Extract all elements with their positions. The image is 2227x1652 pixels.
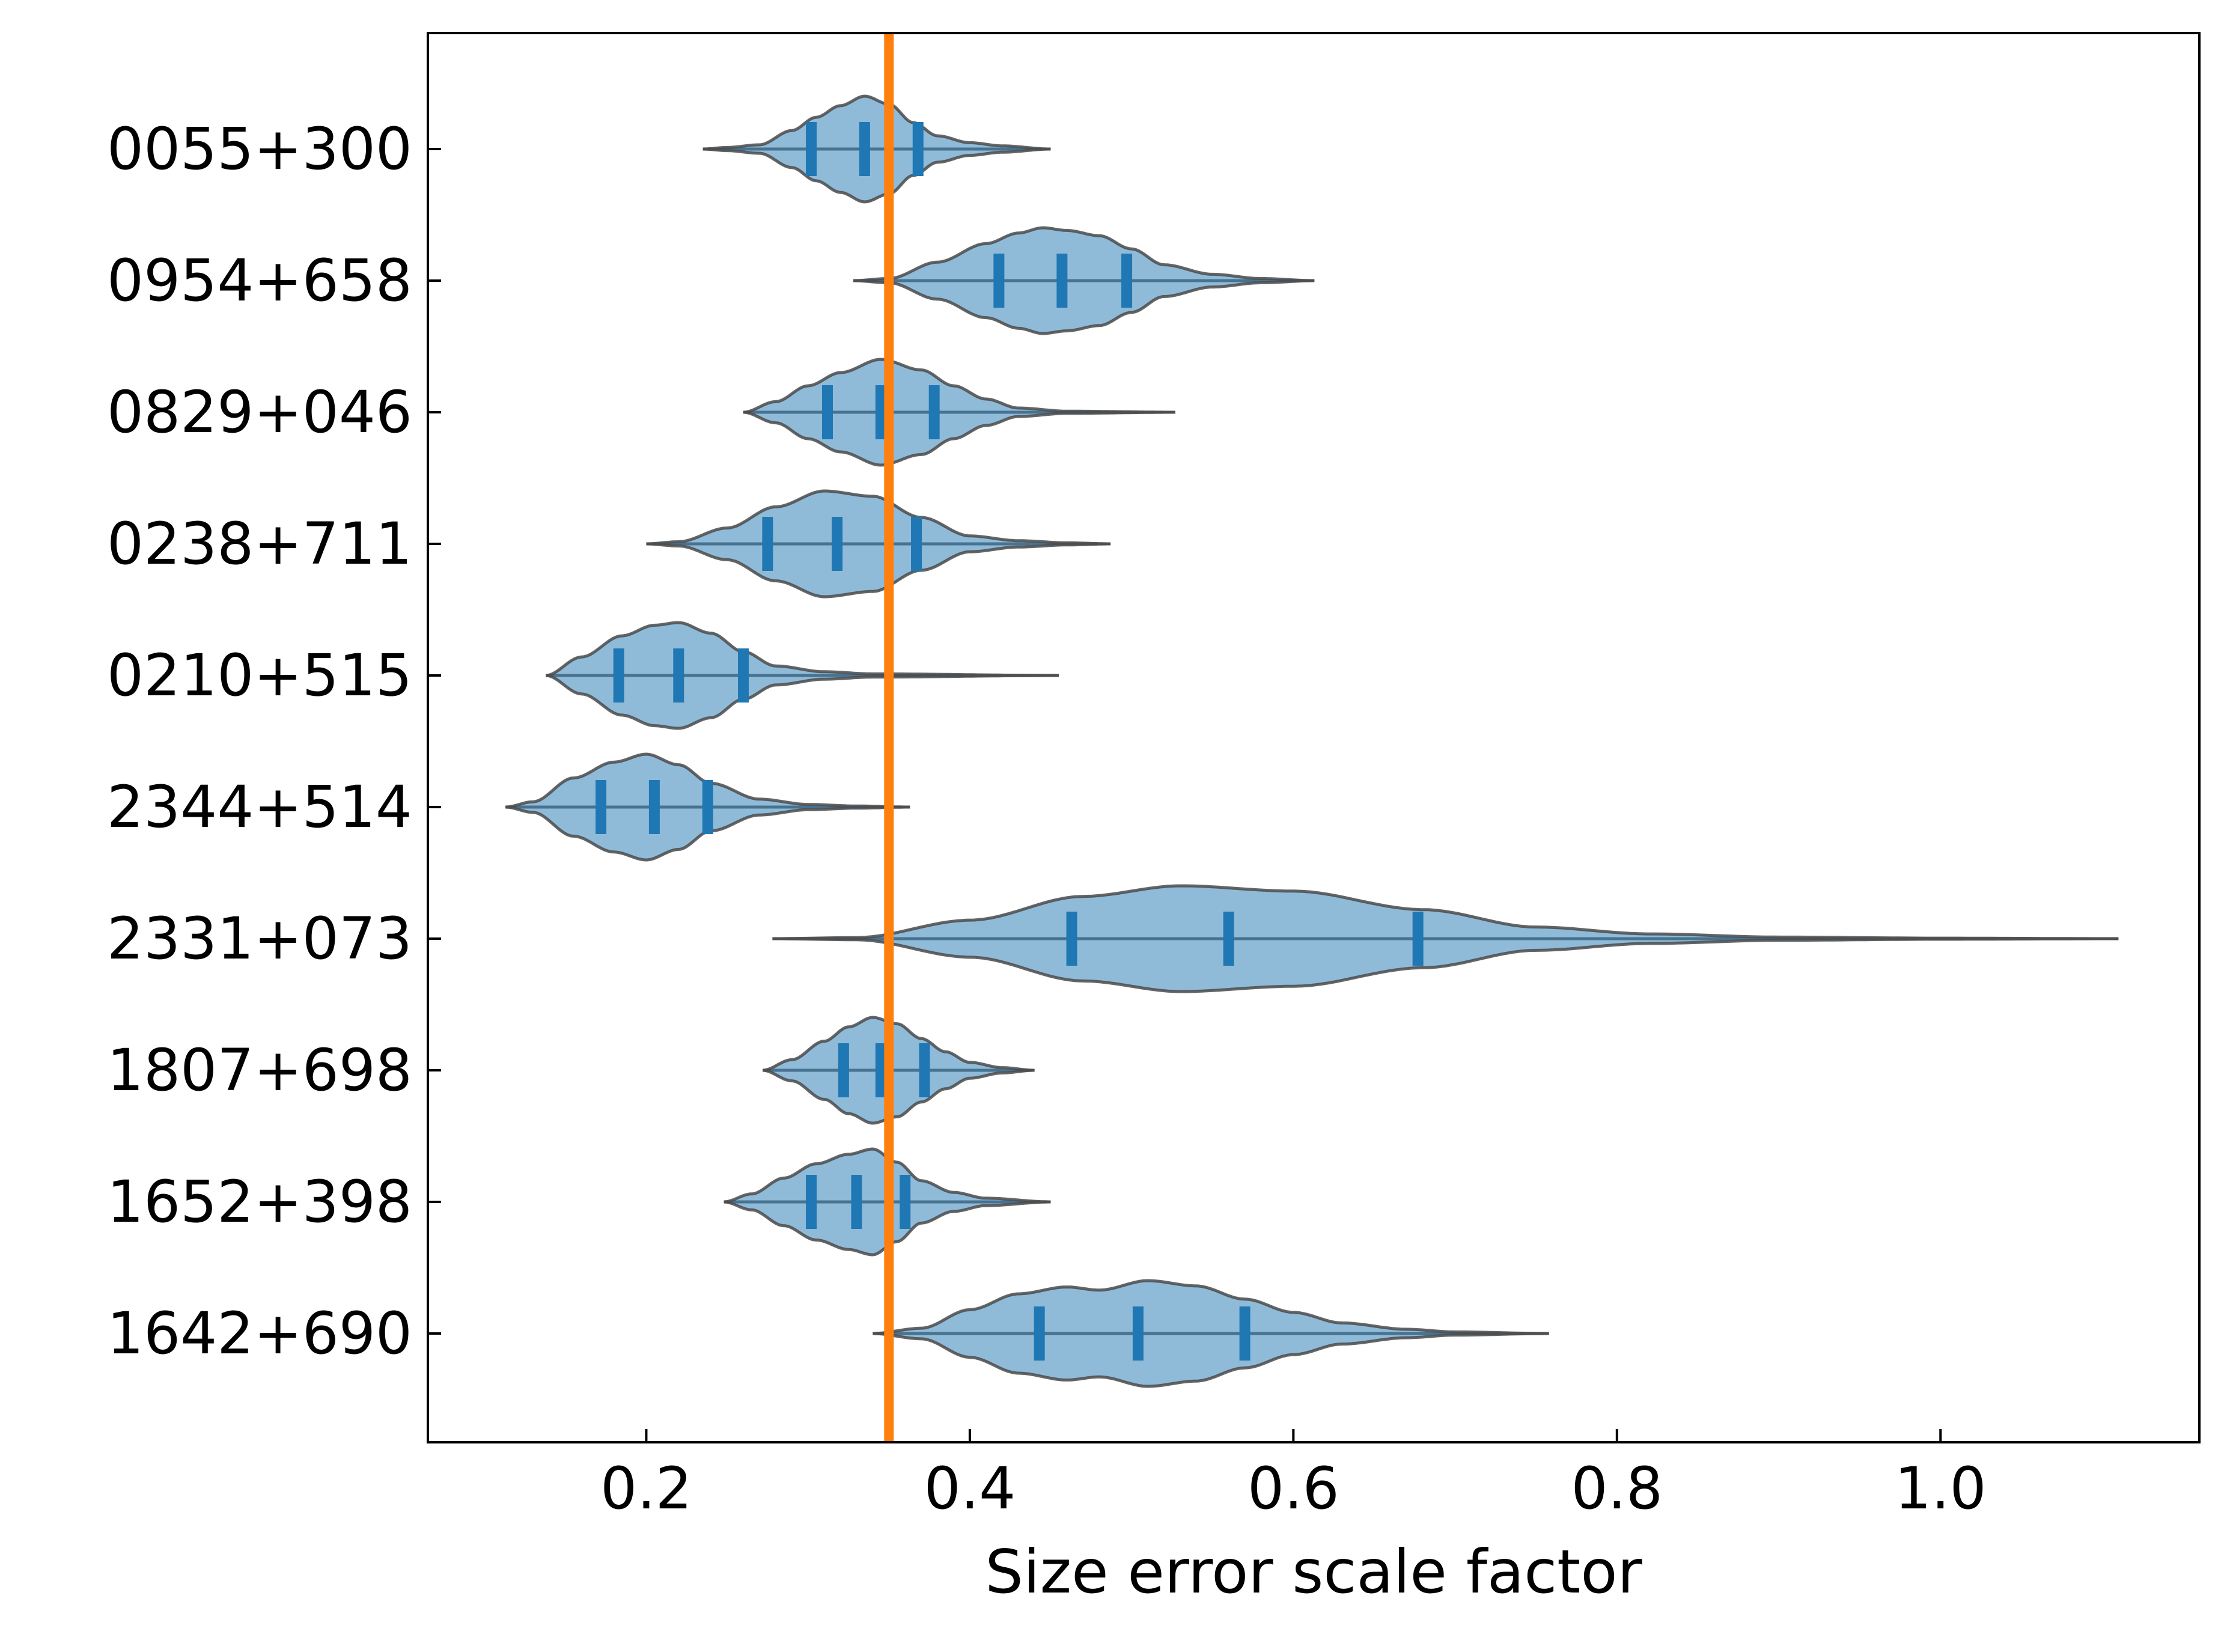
y-tick-label: 0210+515 [107, 642, 412, 709]
y-tick-label: 2331+073 [107, 905, 412, 972]
x-tick-label: 0.6 [1248, 1455, 1339, 1522]
violin-0238+711 [646, 489, 1111, 599]
y-axis: 0055+300 0954+658 0829+046 0238+711 0210+515… [107, 115, 441, 1367]
y-tick-label: 1652+398 [107, 1168, 412, 1236]
violin-0954+658 [853, 226, 1315, 335]
y-tick-label: 1642+690 [107, 1300, 412, 1367]
y-tick-label: 0238+711 [107, 510, 412, 578]
x-axis-title: Size error scale factor [985, 1537, 1642, 1607]
x-tick-label: 0.4 [924, 1455, 1016, 1522]
y-tick-label: 0829+046 [107, 379, 412, 446]
violin-1807+698 [763, 1016, 1035, 1125]
y-tick-label: 2344+514 [107, 773, 412, 841]
x-tick-label: 1.0 [1895, 1455, 1987, 1522]
x-tick-label: 0.2 [600, 1455, 692, 1522]
violin-1642+690 [873, 1279, 1549, 1388]
violin-body [702, 94, 1051, 204]
axes-frame [427, 32, 2201, 1443]
y-tick-label: 0055+300 [107, 115, 412, 183]
violin-body [763, 1016, 1035, 1125]
y-tick-label: 0954+658 [107, 247, 412, 314]
x-axis: 0.2 0.4 0.6 0.8 1.0 [600, 1429, 1987, 1522]
x-tick-label: 0.8 [1571, 1455, 1663, 1522]
violin-body [772, 884, 2119, 993]
violin-0210+515 [546, 621, 1059, 730]
violin-body [853, 226, 1315, 335]
y-tick-label: 1807+698 [107, 1037, 412, 1104]
violin-2331+073 [772, 884, 2119, 993]
violin-0055+300 [702, 94, 1051, 204]
violin-2344+514 [505, 752, 910, 862]
violins [505, 94, 2119, 1388]
